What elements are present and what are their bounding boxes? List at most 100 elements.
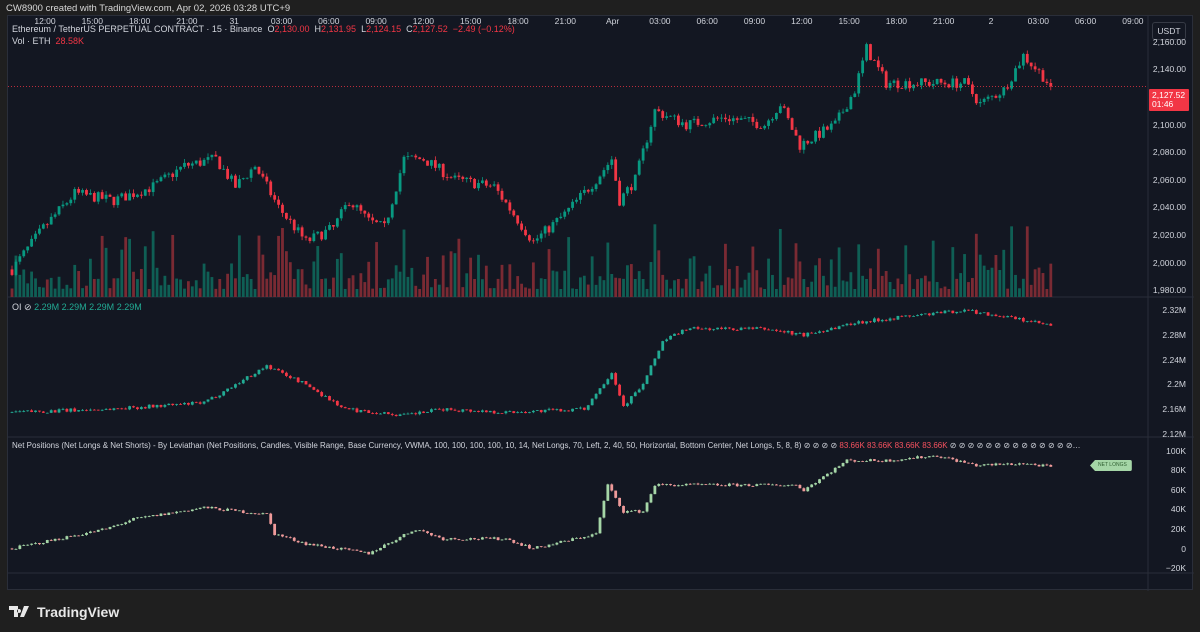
netpos-candle xyxy=(849,459,853,461)
oi-candle xyxy=(422,411,425,413)
time-axis-label: 03:00 xyxy=(649,16,671,26)
volume-bar xyxy=(481,279,484,297)
oi-candle xyxy=(582,407,586,410)
netpos-candle xyxy=(775,484,778,486)
price-candle xyxy=(371,217,375,221)
netpos-candle xyxy=(528,544,531,549)
oi-candle xyxy=(171,403,175,405)
price-candle xyxy=(692,118,696,121)
price-axis-label: 2,160.00 xyxy=(1152,36,1186,47)
volume-bar xyxy=(402,229,406,297)
netpos-legend[interactable]: Net Positions (Net Longs & Net Shorts) -… xyxy=(12,441,1081,450)
price-candle xyxy=(281,204,284,213)
volume-bar xyxy=(978,254,982,297)
netpos-candle xyxy=(481,537,484,540)
netpos-candle xyxy=(45,540,49,544)
volume-bar xyxy=(53,288,57,297)
volume-bar xyxy=(477,254,480,297)
net-longs-tag: NET LONGS xyxy=(1090,460,1132,471)
high-value: 2,131.95 xyxy=(321,24,357,34)
netpos-candle xyxy=(1033,463,1037,465)
price-candle xyxy=(112,196,116,206)
time-axis-label: 03:00 xyxy=(270,16,293,26)
oi-candle xyxy=(61,408,65,410)
price-candle xyxy=(245,177,249,179)
netpos-candle xyxy=(653,485,657,495)
volume-bar xyxy=(359,273,363,297)
oi-candle xyxy=(853,323,857,325)
netpos-candle xyxy=(1049,464,1053,467)
chart-plot[interactable] xyxy=(8,16,1194,591)
price-candle xyxy=(430,160,433,166)
price-candle xyxy=(249,169,253,178)
netpos-candle xyxy=(520,543,523,546)
price-candle xyxy=(763,125,767,129)
netpos-candle xyxy=(14,548,18,550)
volume-bar xyxy=(210,277,214,297)
oi-candle xyxy=(147,404,151,409)
oi-candle xyxy=(85,409,88,411)
price-candle xyxy=(896,80,900,89)
price-candle xyxy=(610,159,614,165)
price-candle xyxy=(963,78,966,84)
volume-bar xyxy=(265,278,269,297)
volume-bar xyxy=(73,264,77,297)
price-candle xyxy=(920,78,923,86)
volume-bar xyxy=(755,270,759,297)
oi-candle xyxy=(669,335,672,340)
netpos-candle xyxy=(563,540,567,542)
price-candle xyxy=(1021,53,1025,66)
netpos-candle xyxy=(1045,464,1049,466)
netpos-candle xyxy=(559,540,563,543)
price-candle xyxy=(974,94,978,104)
netpos-axis-label: 60K xyxy=(1170,484,1186,495)
oi-candle xyxy=(45,412,49,414)
netpos-candle xyxy=(320,544,324,547)
netpos-candle xyxy=(61,539,65,541)
netpos-candle xyxy=(978,465,982,467)
volume-bar xyxy=(629,264,633,297)
price-candle xyxy=(132,193,135,197)
volume-bar xyxy=(198,288,202,297)
netpos-candle xyxy=(822,476,825,480)
volume-bar xyxy=(116,278,120,297)
hidden-icon[interactable]: ⊘ xyxy=(24,302,32,312)
netpos-candle xyxy=(324,546,327,548)
netpos-candle xyxy=(34,543,37,544)
volume-bar xyxy=(355,288,359,297)
netpos-candle xyxy=(1037,464,1041,467)
oi-candle xyxy=(814,332,817,334)
volume-bar xyxy=(151,231,155,297)
price-candle xyxy=(986,96,990,99)
volume-bar xyxy=(206,271,210,297)
volume-bar xyxy=(849,272,853,297)
oi-candle xyxy=(296,377,300,383)
price-candle xyxy=(673,115,676,117)
price-candle xyxy=(386,217,390,224)
currency-button[interactable]: USDT xyxy=(1152,22,1186,40)
price-candle xyxy=(637,160,641,175)
volume-legend[interactable]: Vol · ETH 28.58K xyxy=(12,36,84,46)
netpos-candle xyxy=(606,484,610,501)
netpos-candle xyxy=(89,531,92,533)
oi-axis-label: 2.12M xyxy=(1162,428,1186,439)
price-candle xyxy=(955,78,959,88)
netpos-candle xyxy=(10,548,14,550)
price-candle xyxy=(49,216,53,225)
oi-candle xyxy=(194,401,198,403)
volume-bar xyxy=(955,278,959,297)
symbol-legend[interactable]: Ethereum / TetherUS PERPETUAL CONTRACT ·… xyxy=(12,24,515,34)
oi-candle xyxy=(390,414,394,415)
price-candle xyxy=(535,238,539,241)
oi-candle xyxy=(300,381,304,383)
netpos-candle xyxy=(355,549,359,551)
price-candle xyxy=(551,222,555,233)
netpos-candle xyxy=(183,510,186,512)
netpos-candle xyxy=(469,538,473,540)
netpos-candle xyxy=(567,540,571,542)
chart-container[interactable]: Ethereum / TetherUS PERPETUAL CONTRACT ·… xyxy=(7,15,1194,591)
volume-bar xyxy=(339,253,343,297)
oi-legend[interactable]: OI ⊘ 2.29M 2.29M 2.29M 2.29M xyxy=(12,302,142,313)
volume-bar xyxy=(704,273,708,297)
oi-candle xyxy=(69,408,73,412)
